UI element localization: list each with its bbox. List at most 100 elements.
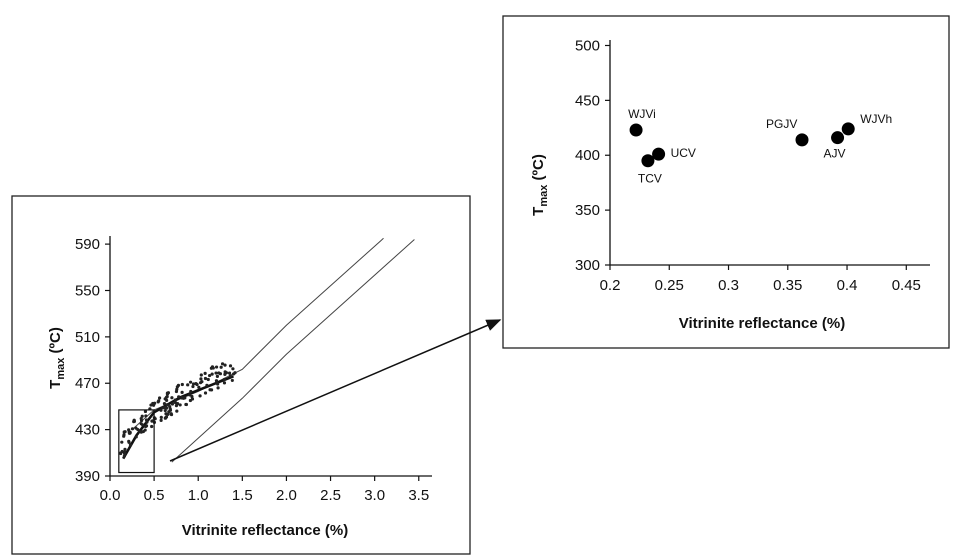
data-point [216,386,220,390]
main-y-title-unit: (ºC) [47,327,64,357]
zoom-arrow [169,319,502,462]
main-x-tick-label: 2.0 [276,487,297,504]
main-y-tick-label: 430 [75,422,100,439]
data-point [214,365,219,369]
data-point [188,380,193,384]
data-point [180,382,184,387]
point-label: PGJV [766,117,797,131]
main-y-tick-label: 590 [75,236,100,253]
data-point [222,377,226,382]
data-point [156,400,160,404]
data-point [130,427,135,431]
data-point [141,429,145,434]
data-point [150,424,154,429]
inset-x-tick-label: 0.25 [655,277,684,294]
main-x-tick-label: 2.5 [320,487,341,504]
inset-x-tick-label: 0.35 [773,277,802,294]
data-point [188,393,192,397]
data-point [127,428,131,432]
data-point [199,373,203,377]
main-x-tick-label: 1.0 [188,487,209,504]
data-point [159,415,163,419]
data-point [186,383,190,387]
data-point [128,443,133,447]
data-point [175,385,179,389]
data-point [228,374,232,378]
inset-y-axis-title: Tmax (ºC) [530,154,550,216]
data-point [163,408,167,413]
data-point [170,396,174,400]
main-chart: 0.0 0.5 1.0 1.5 2.0 2.5 3.0 3.5 390 430 470 510 550 5… [11,195,471,555]
data-point [166,412,170,416]
inset-x-tick-label: 0.2 [600,277,621,294]
data-point [184,402,188,407]
data-point [190,394,194,399]
data-point [205,383,209,387]
inset-y-title-unit: (ºC) [530,154,547,184]
data-point [164,406,169,410]
inset-y-tick-label: 450 [575,92,600,109]
data-point [183,396,187,400]
data-point [795,133,809,147]
point-label: WJVi [628,107,656,121]
point-label: UCV [671,146,696,160]
data-point [164,395,169,399]
data-point [203,376,208,381]
data-point [841,122,855,136]
main-y-axis-title: Tmax (ºC) [47,327,67,389]
data-point [178,403,182,407]
data-point [165,398,169,402]
data-point [122,434,126,438]
main-chart-frame [11,195,471,555]
data-point [209,366,213,370]
inset-x-tick-label: 0.3 [718,277,739,294]
main-x-tick-label: 3.0 [364,487,385,504]
data-point [144,418,149,422]
main-y-tick-label: 550 [75,282,100,299]
data-point [230,378,234,383]
data-point [231,372,236,376]
point-label: TCV [638,172,662,186]
data-point [228,364,233,368]
data-point [222,381,227,385]
data-point [139,418,144,423]
data-point [162,402,167,406]
main-x-axis-title: Vitrinite reflectance (%) [182,522,348,539]
zoom-region-box [118,409,155,474]
data-point [120,440,124,444]
data-point [189,389,193,394]
main-y-title-sub: max [55,357,67,380]
data-point [159,408,163,412]
data-point [177,395,181,399]
data-point [206,377,210,382]
data-point [173,401,178,405]
data-point [207,373,212,378]
data-point [122,430,126,434]
data-point [170,402,175,406]
data-point [191,382,196,386]
inset-axes: 0.2 0.25 0.3 0.35 0.4 0.45 300 350 400 450 500 [575,37,930,294]
data-point [215,374,219,378]
data-point [195,382,199,387]
data-point [159,418,163,422]
data-point [169,412,173,416]
inset-x-axis-title: Vitrinite reflectance (%) [679,315,845,332]
data-point [174,404,179,408]
data-point [119,451,123,456]
data-point [831,131,845,145]
data-point [203,391,208,395]
data-point [180,390,184,394]
data-point [219,365,223,369]
main-x-tick-label: 0.5 [144,487,165,504]
inset-x-tick-label: 0.4 [837,277,858,294]
point-label: WJVh [860,112,892,126]
data-point [227,371,232,375]
data-point [143,409,148,414]
data-point [141,423,145,427]
data-point [629,123,643,137]
data-point [215,380,219,384]
data-point [190,397,195,401]
main-y-title-base: T [47,380,64,389]
